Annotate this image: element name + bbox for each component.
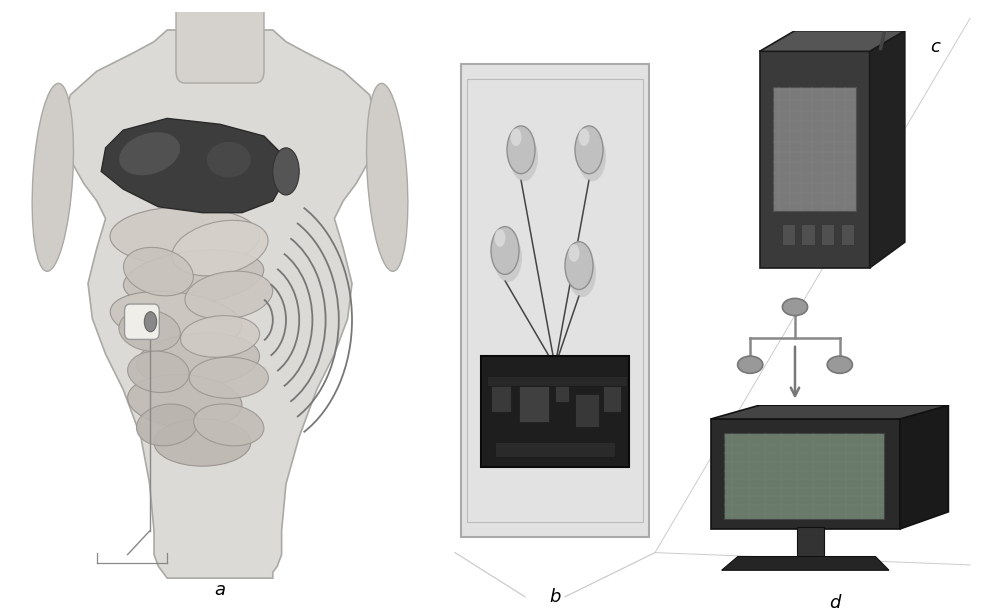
Bar bbox=[773, 87, 856, 211]
Bar bbox=[467, 79, 643, 523]
Ellipse shape bbox=[568, 244, 580, 262]
Text: a: a bbox=[214, 581, 226, 599]
Bar bbox=[491, 384, 511, 411]
Ellipse shape bbox=[511, 128, 522, 146]
Bar bbox=[555, 379, 569, 402]
FancyBboxPatch shape bbox=[125, 304, 159, 340]
Bar bbox=[797, 527, 824, 556]
Ellipse shape bbox=[136, 333, 260, 387]
Polygon shape bbox=[101, 119, 286, 212]
Ellipse shape bbox=[180, 316, 260, 357]
Ellipse shape bbox=[154, 419, 251, 466]
Bar bbox=[782, 224, 795, 245]
Polygon shape bbox=[760, 31, 905, 52]
Ellipse shape bbox=[172, 220, 268, 276]
Ellipse shape bbox=[494, 234, 522, 282]
Ellipse shape bbox=[885, 5, 894, 15]
Bar bbox=[821, 224, 834, 245]
Bar bbox=[495, 442, 615, 457]
Ellipse shape bbox=[185, 271, 273, 319]
Ellipse shape bbox=[510, 133, 538, 181]
Ellipse shape bbox=[119, 132, 180, 175]
Ellipse shape bbox=[491, 227, 519, 274]
Bar bbox=[603, 386, 621, 411]
Ellipse shape bbox=[578, 128, 590, 146]
Bar bbox=[481, 356, 629, 467]
Ellipse shape bbox=[110, 207, 260, 266]
Text: c: c bbox=[930, 39, 940, 56]
Bar bbox=[724, 433, 884, 519]
Ellipse shape bbox=[123, 247, 193, 296]
Polygon shape bbox=[722, 556, 889, 570]
Ellipse shape bbox=[32, 84, 73, 271]
Polygon shape bbox=[711, 405, 948, 419]
Ellipse shape bbox=[738, 356, 763, 373]
Polygon shape bbox=[870, 31, 905, 268]
Ellipse shape bbox=[273, 148, 299, 195]
Ellipse shape bbox=[119, 309, 180, 351]
Text: b: b bbox=[549, 588, 561, 606]
Polygon shape bbox=[711, 419, 900, 529]
Ellipse shape bbox=[782, 298, 808, 316]
Polygon shape bbox=[760, 52, 870, 268]
Polygon shape bbox=[900, 405, 948, 529]
Ellipse shape bbox=[565, 242, 593, 290]
Text: d: d bbox=[829, 594, 841, 612]
Ellipse shape bbox=[123, 250, 264, 305]
FancyBboxPatch shape bbox=[176, 1, 264, 83]
Bar bbox=[841, 224, 854, 245]
Ellipse shape bbox=[207, 142, 251, 177]
Ellipse shape bbox=[128, 351, 189, 392]
Ellipse shape bbox=[144, 312, 157, 332]
Ellipse shape bbox=[136, 404, 198, 446]
Bar bbox=[487, 376, 627, 386]
Polygon shape bbox=[62, 30, 378, 578]
Ellipse shape bbox=[827, 356, 852, 373]
Ellipse shape bbox=[194, 404, 264, 446]
Bar bbox=[801, 224, 815, 245]
Ellipse shape bbox=[128, 375, 242, 428]
Ellipse shape bbox=[575, 126, 603, 174]
Ellipse shape bbox=[507, 126, 535, 174]
Ellipse shape bbox=[110, 291, 242, 346]
Bar bbox=[575, 394, 599, 427]
Ellipse shape bbox=[578, 133, 606, 181]
Bar bbox=[519, 386, 549, 422]
Ellipse shape bbox=[367, 84, 408, 271]
Ellipse shape bbox=[494, 229, 506, 247]
Ellipse shape bbox=[568, 249, 596, 297]
Ellipse shape bbox=[189, 357, 268, 398]
